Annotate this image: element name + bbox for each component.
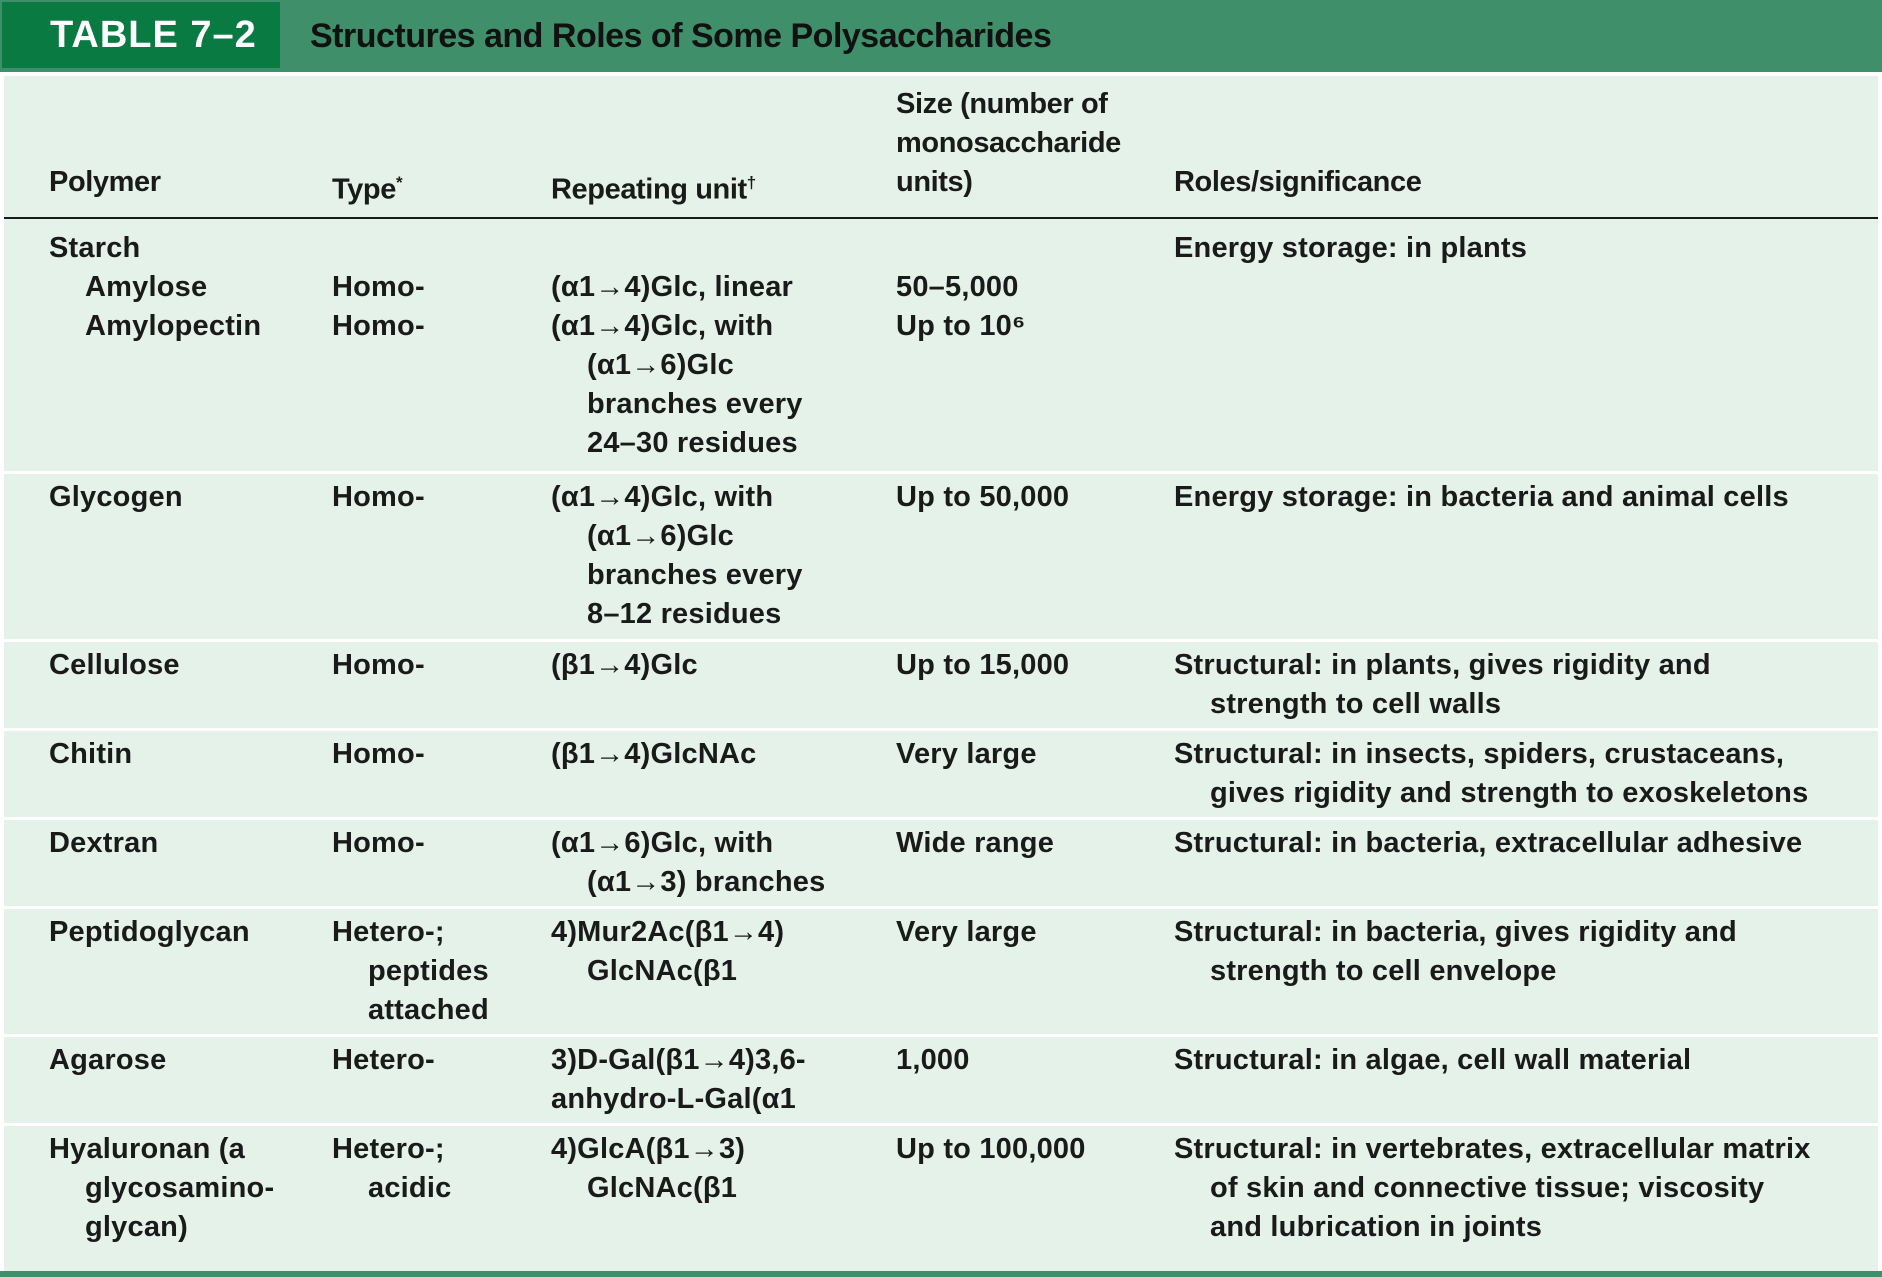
cell-repeating-unit: 3)D-Gal(β1→4)3,6- anhydro-L-Gal(α1 — [551, 1044, 806, 1115]
table-header: Polymer Type* Repeating unit† Size (numb… — [4, 76, 1878, 219]
cell-type: Hetero- — [332, 1044, 435, 1076]
table-row-hyaluronan: Hyaluronan (a glycosamino- glycan) Heter… — [4, 1126, 1878, 1271]
cell-roles: Energy storage: in plants — [1174, 232, 1528, 264]
unit-footnote-mark: † — [746, 173, 756, 192]
cell-repeating-unit: 4)GlcA(β1→3) GlcNAc(β1 — [551, 1133, 746, 1204]
cell-repeating-unit: (β1→4)GlcNAc — [551, 738, 757, 770]
table-row-agarose: Agarose Hetero- 3)D-Gal(β1→4)3,6- anhydr… — [4, 1037, 1878, 1126]
cell-polymer: Agarose — [49, 1044, 167, 1076]
table-row-peptidoglycan: Peptidoglycan Hetero-; peptides attached… — [4, 909, 1878, 1037]
cell-repeating-unit: (β1→4)Glc — [551, 649, 698, 681]
cell-type: Hetero-; peptides attached — [332, 916, 489, 1026]
cell-size: Very large — [896, 916, 1037, 948]
cell-size: Up to 15,000 — [896, 649, 1070, 681]
cell-polymer: Dextran — [49, 827, 159, 859]
table-row-glycogen: Glycogen Homo- (α1→4)Glc, with (α1→6)Glc… — [4, 474, 1878, 642]
table-row-chitin: Chitin Homo- (β1→4)GlcNAc Very large Str… — [4, 731, 1878, 820]
header-size: Size (number of monosaccharide units) — [896, 88, 1121, 198]
cell-size: Very large — [896, 738, 1037, 770]
cell-roles: Structural: in insects, spiders, crustac… — [1174, 738, 1809, 809]
table-title-bar: TABLE 7–2 Structures and Roles of Some P… — [0, 0, 1882, 72]
header-repeating-unit: Repeating unit† — [551, 173, 756, 206]
table-row-cellulose: Cellulose Homo- (β1→4)Glc Up to 15,000 S… — [4, 642, 1878, 731]
cell-roles: Structural: in algae, cell wall material — [1174, 1044, 1692, 1076]
header-polymer: Polymer — [49, 166, 161, 198]
cell-roles: Structural: in plants, gives rigidity an… — [1174, 649, 1711, 720]
cell-size: 1,000 — [896, 1044, 970, 1076]
cell-size: 50–5,000 Up to 10⁶ — [896, 271, 1026, 342]
type-footnote-mark: * — [395, 173, 403, 192]
cell-polymer: Peptidoglycan — [49, 916, 250, 948]
cell-polymer: Cellulose — [49, 649, 180, 681]
table-row-dextran: Dextran Homo- (α1→6)Glc, with (α1→3) bra… — [4, 820, 1878, 909]
cell-roles: Structural: in vertebrates, extracellula… — [1174, 1133, 1811, 1243]
cell-type: Homo- Homo- — [332, 271, 425, 342]
cell-type: Homo- — [332, 827, 425, 859]
cell-polymer: Starch Amylose Amylopectin — [49, 232, 262, 342]
cell-roles: Energy storage: in bacteria and animal c… — [1174, 481, 1789, 513]
table-title: Structures and Roles of Some Polysacchar… — [310, 16, 1052, 55]
cell-type: Homo- — [332, 649, 425, 681]
cell-repeating-unit: (α1→4)Glc, with (α1→6)Glc branches every… — [551, 481, 803, 630]
cell-size: Wide range — [896, 827, 1055, 859]
cell-repeating-unit: 4)Mur2Ac(β1→4) GlcNAc(β1 — [551, 916, 785, 987]
table-bottom-rule — [0, 1271, 1882, 1277]
cell-size: Up to 50,000 — [896, 481, 1070, 513]
table-number: TABLE 7–2 — [2, 2, 280, 68]
cell-type: Homo- — [332, 481, 425, 513]
cell-repeating-unit: (α1→4)Glc, linear (α1→4)Glc, with (α1→6)… — [551, 271, 803, 459]
header-roles: Roles/significance — [1174, 166, 1422, 198]
cell-roles: Structural: in bacteria, gives rigidity … — [1174, 916, 1737, 987]
cell-polymer: Chitin — [49, 738, 133, 770]
header-type: Type* — [332, 173, 403, 206]
cell-repeating-unit: (α1→6)Glc, with (α1→3) branches — [551, 827, 826, 898]
cell-size: Up to 100,000 — [896, 1133, 1086, 1165]
table-row-starch: Starch Amylose Amylopectin Homo- Homo- (… — [4, 219, 1878, 474]
cell-type: Homo- — [332, 738, 425, 770]
cell-polymer: Hyaluronan (a glycosamino- glycan) — [49, 1133, 275, 1243]
polysaccharide-table: Polymer Type* Repeating unit† Size (numb… — [4, 76, 1878, 1271]
cell-type: Hetero-; acidic — [332, 1133, 452, 1204]
cell-roles: Structural: in bacteria, extracellular a… — [1174, 827, 1803, 859]
cell-polymer: Glycogen — [49, 481, 183, 513]
